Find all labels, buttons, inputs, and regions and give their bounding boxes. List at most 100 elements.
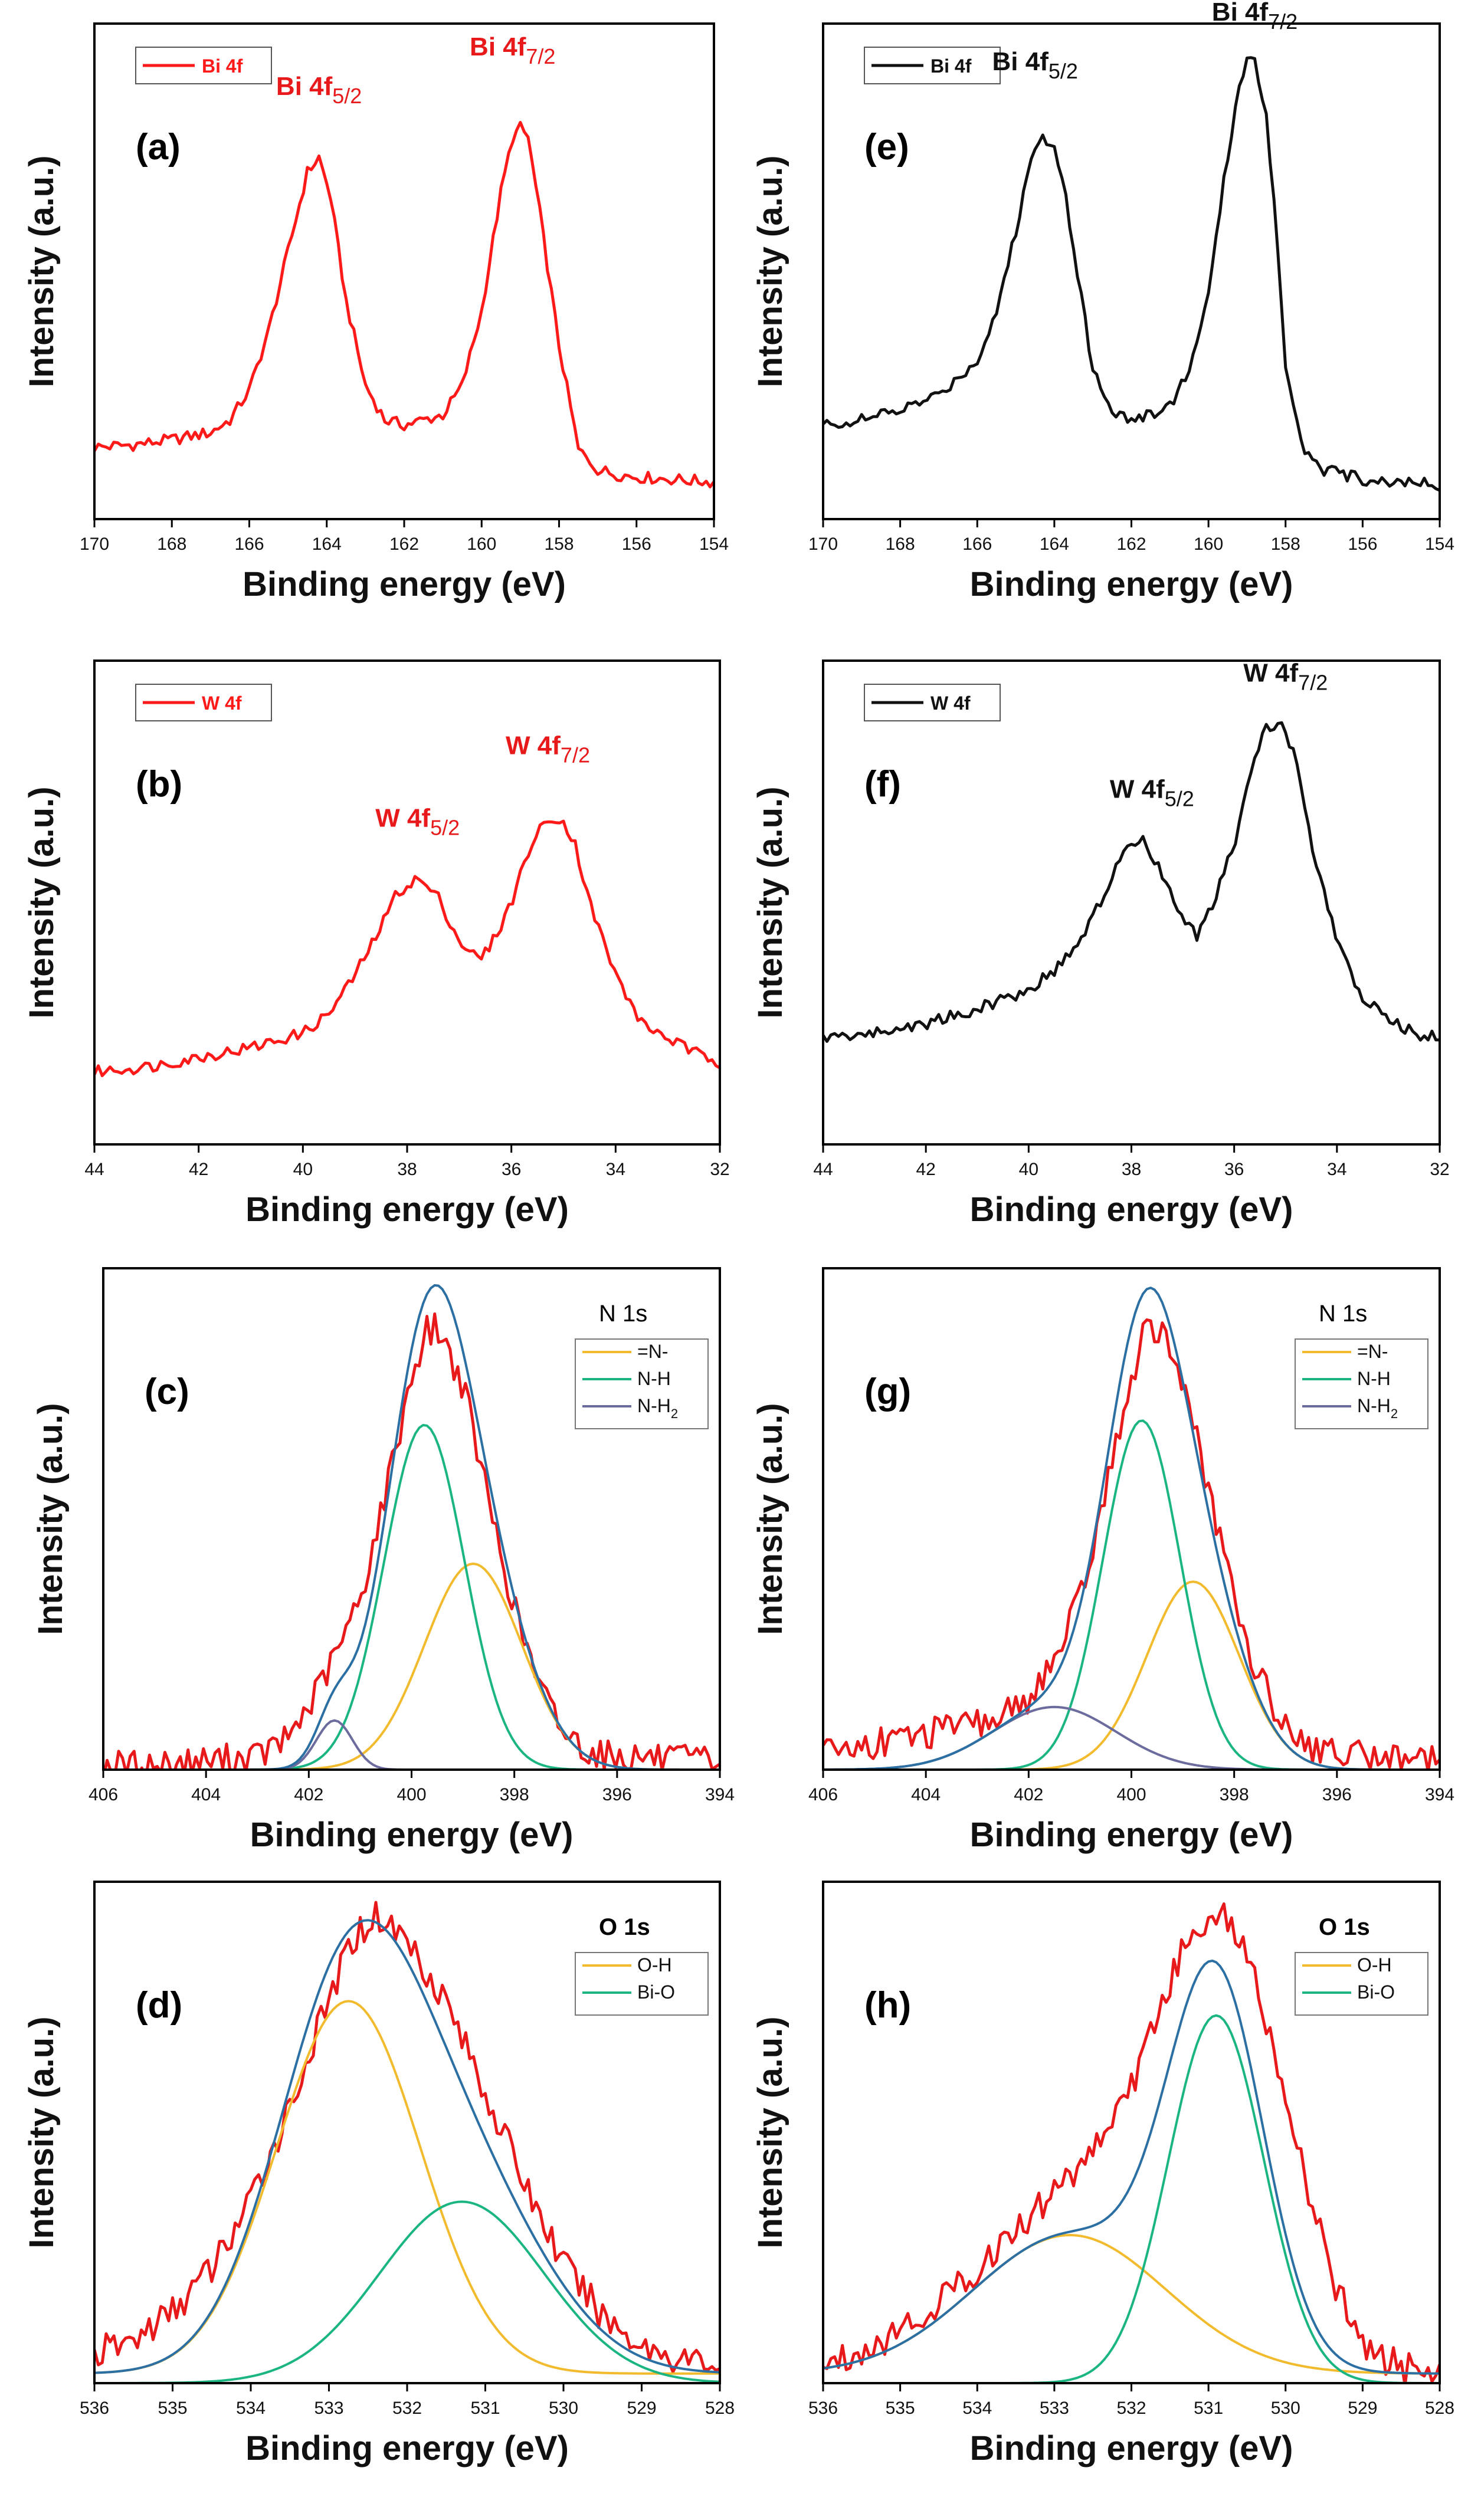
x-tick-label: 34 [606, 1160, 625, 1179]
x-tick-label: 402 [1014, 1785, 1043, 1804]
panel-b: 44 42 40 38 36 34 32 Binding energy (eV) Intensi… [22, 659, 730, 1229]
series-a-bi-4f [94, 121, 714, 488]
x-tick-label: 530 [1271, 2398, 1300, 2418]
x-tick-label: 36 [1224, 1160, 1244, 1179]
x-tick-label: 36 [502, 1160, 521, 1179]
peak-label: Bi 4f5/2 [276, 72, 362, 108]
legend-label: N-H2 [1357, 1395, 1398, 1421]
legend-label: W 4f [202, 693, 242, 714]
x-tick-label: 528 [705, 2398, 735, 2418]
panel-label: (f) [864, 764, 901, 805]
spectrum-title: N 1s [1319, 1301, 1367, 1327]
x-tick-label: 44 [84, 1160, 104, 1179]
x-tick-label: 534 [962, 2398, 992, 2418]
x-axis-title: Binding energy (eV) [970, 2429, 1293, 2468]
legend-box [575, 1338, 709, 1429]
y-axis-title: Intensity (a.u.) [751, 155, 789, 387]
panel-e: 170 168 166 164 162 160 158 156 154 Binding energ… [751, 0, 1454, 603]
series-c-envelope [103, 1284, 720, 1770]
x-tick-label: 406 [89, 1785, 118, 1804]
x-tick-label: 398 [1220, 1785, 1249, 1804]
peak-label: Bi 4f5/2 [992, 47, 1078, 83]
x-tick-label: 394 [705, 1785, 735, 1804]
x-axis-title: Binding energy (eV) [243, 565, 566, 603]
x-tick-label: 158 [1271, 534, 1300, 554]
spectrum-title: N 1s [599, 1301, 647, 1327]
x-tick-label: 156 [1348, 534, 1377, 554]
panel-c: 406 404 402 400 398 396 394 Binding energy (eV)… [31, 1267, 735, 1854]
legend-box [1295, 1952, 1428, 2016]
x-axis-title: Binding energy (eV) [970, 1816, 1293, 1854]
legend-label: Bi-O [1357, 1981, 1395, 2003]
series-h-envelope [823, 1960, 1440, 2375]
x-tick-label: 396 [1322, 1785, 1352, 1804]
panel-label: (d) [136, 1985, 182, 2026]
x-axis-title: Binding energy (eV) [245, 1190, 569, 1229]
x-tick-label: 534 [236, 2398, 266, 2418]
x-tick-label: 170 [808, 534, 838, 554]
series-c-raw [103, 1312, 720, 1770]
x-tick-label: 162 [389, 534, 419, 554]
x-tick-label: 44 [813, 1160, 833, 1179]
x-tick-label: 394 [1425, 1785, 1454, 1804]
x-tick-label: 32 [710, 1160, 729, 1179]
x-tick-label: 40 [1019, 1160, 1038, 1179]
x-tick-label: 406 [808, 1785, 838, 1804]
x-tick-label: 168 [157, 534, 186, 554]
series-g-raw [823, 1318, 1440, 1770]
y-axis-title: Intensity (a.u.) [751, 1403, 789, 1635]
series-e-bi-4f [823, 56, 1440, 492]
legend-label: Bi 4f [930, 55, 972, 77]
legend-box [575, 1952, 709, 2016]
panel-label: (b) [136, 764, 182, 805]
series-c--n- [103, 1562, 720, 1770]
legend-label: Bi 4f [202, 55, 243, 77]
x-tick-label: 532 [392, 2398, 422, 2418]
series-h-bi-o [823, 2014, 1440, 2383]
legend-label: N-H [637, 1368, 671, 1389]
x-axis-title: Binding energy (eV) [245, 2429, 569, 2468]
x-tick-label: 154 [1425, 534, 1454, 554]
panel-f: 44 42 40 38 36 34 32 Binding energy (eV) Intensi… [751, 659, 1450, 1229]
x-tick-label: 160 [1194, 534, 1223, 554]
panel-d: 536 535 534 533 532 531 530 529 528 Binding energ… [22, 1881, 735, 2468]
legend-label: Bi-O [637, 1981, 675, 2003]
legend-box [1295, 1338, 1428, 1429]
series-f-w-4f [823, 721, 1440, 1043]
x-tick-label: 160 [467, 534, 496, 554]
series-g-n-h [823, 1419, 1440, 1770]
peak-label: Bi 4f7/2 [1212, 0, 1297, 34]
x-tick-label: 154 [699, 534, 729, 554]
x-tick-label: 38 [397, 1160, 417, 1179]
legend-label: O-H [637, 1954, 672, 1976]
x-tick-label: 529 [1348, 2398, 1377, 2418]
x-axis-title: Binding energy (eV) [970, 1190, 1293, 1229]
x-tick-label: 400 [1116, 1785, 1146, 1804]
panel-label: (a) [136, 127, 181, 168]
x-tick-label: 38 [1122, 1160, 1141, 1179]
x-tick-label: 532 [1116, 2398, 1146, 2418]
series-g-envelope [823, 1287, 1440, 1770]
series-b-w-4f [94, 819, 720, 1078]
x-tick-label: 32 [1430, 1160, 1449, 1179]
series-d-envelope [94, 1919, 720, 2374]
x-tick-label: 168 [886, 534, 915, 554]
plot-frame [93, 659, 721, 1146]
y-axis-title: Intensity (a.u.) [22, 2016, 61, 2248]
legend-label: =N- [637, 1341, 668, 1362]
legend-label: N-H2 [637, 1395, 678, 1421]
spectrum-title: O 1s [599, 1914, 650, 1940]
x-tick-label: 536 [808, 2398, 838, 2418]
panel-label: (h) [864, 1985, 911, 2026]
peak-label: W 4f5/2 [375, 804, 460, 840]
peak-label: W 4f7/2 [506, 731, 590, 767]
x-tick-label: 42 [916, 1160, 935, 1179]
x-tick-label: 529 [627, 2398, 656, 2418]
x-tick-label: 164 [312, 534, 342, 554]
panel-h: 536 535 534 533 532 531 530 529 528 Binding energ… [751, 1881, 1454, 2468]
x-tick-label: 156 [622, 534, 651, 554]
x-tick-label: 34 [1327, 1160, 1346, 1179]
x-axis-title: Binding energy (eV) [970, 565, 1293, 603]
x-tick-label: 535 [886, 2398, 915, 2418]
x-tick-label: 536 [80, 2398, 109, 2418]
